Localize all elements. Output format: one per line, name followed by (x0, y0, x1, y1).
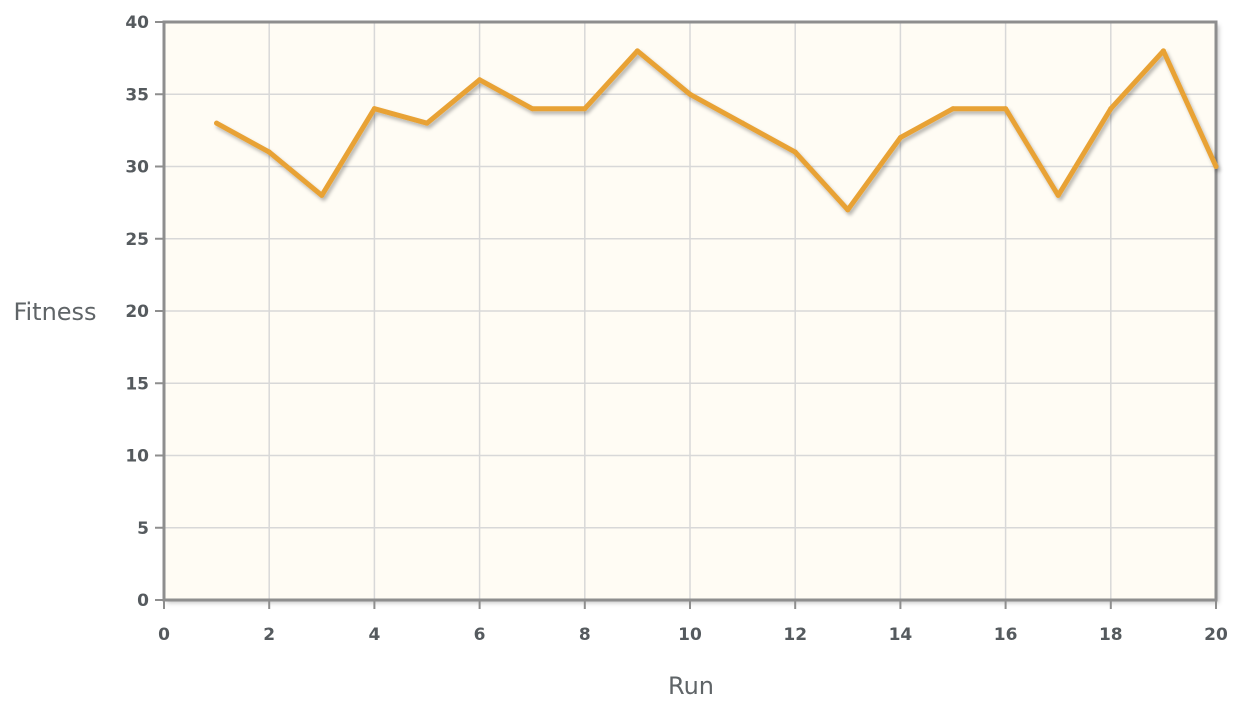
data-point (634, 48, 640, 54)
grid (164, 22, 1216, 600)
x-tick-label: 20 (1204, 625, 1228, 645)
data-point (214, 120, 220, 126)
data-point (477, 77, 483, 83)
data-point (424, 120, 430, 126)
data-point (529, 106, 535, 112)
data-point (1213, 164, 1219, 169)
data-point (792, 149, 798, 155)
fitness-series-line (214, 48, 1219, 213)
data-point (687, 91, 693, 97)
x-tick-label: 4 (368, 625, 380, 645)
data-point (1055, 192, 1061, 198)
data-point (319, 192, 325, 198)
x-tick-label: 16 (994, 625, 1018, 645)
data-point (1160, 48, 1166, 54)
x-tick-label: 10 (678, 625, 702, 645)
y-tick-label: 25 (125, 230, 149, 250)
data-point (740, 120, 746, 126)
data-point (266, 149, 272, 155)
data-point (950, 106, 956, 112)
y-tick-label: 40 (125, 13, 149, 33)
x-tick-label: 12 (783, 625, 807, 645)
data-point (582, 106, 588, 112)
x-tick-label: 14 (889, 625, 913, 645)
x-tick-label: 8 (579, 625, 591, 645)
axes (155, 20, 1218, 609)
x-tick-label: 6 (474, 625, 486, 645)
data-point (845, 207, 851, 213)
series-layer (214, 48, 1219, 213)
x-axis-title: Run (668, 672, 714, 700)
tick-labels: 0 5 10 15 20 25 30 35 40 0 2 4 6 8 10 12 14 16 18 20 (125, 13, 1228, 645)
y-tick-label: 20 (125, 302, 149, 322)
y-tick-label: 5 (137, 519, 149, 539)
data-point (371, 106, 377, 112)
data-point (897, 135, 903, 141)
y-axis-title: Fitness (13, 298, 96, 326)
data-point (1003, 106, 1009, 112)
data-point (1108, 106, 1114, 112)
y-tick-label: 10 (125, 447, 149, 467)
x-tick-label: 0 (158, 625, 170, 645)
y-tick-label: 30 (125, 158, 149, 178)
y-tick-label: 35 (125, 85, 149, 105)
x-tick-label: 18 (1099, 625, 1123, 645)
x-tick-label: 2 (263, 625, 275, 645)
y-tick-label: 0 (137, 591, 149, 611)
y-tick-label: 15 (125, 374, 149, 394)
